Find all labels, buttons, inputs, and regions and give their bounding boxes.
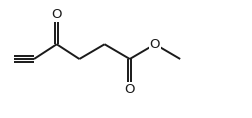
Text: O: O xyxy=(51,8,62,21)
Text: O: O xyxy=(150,38,160,51)
Text: O: O xyxy=(124,83,135,96)
